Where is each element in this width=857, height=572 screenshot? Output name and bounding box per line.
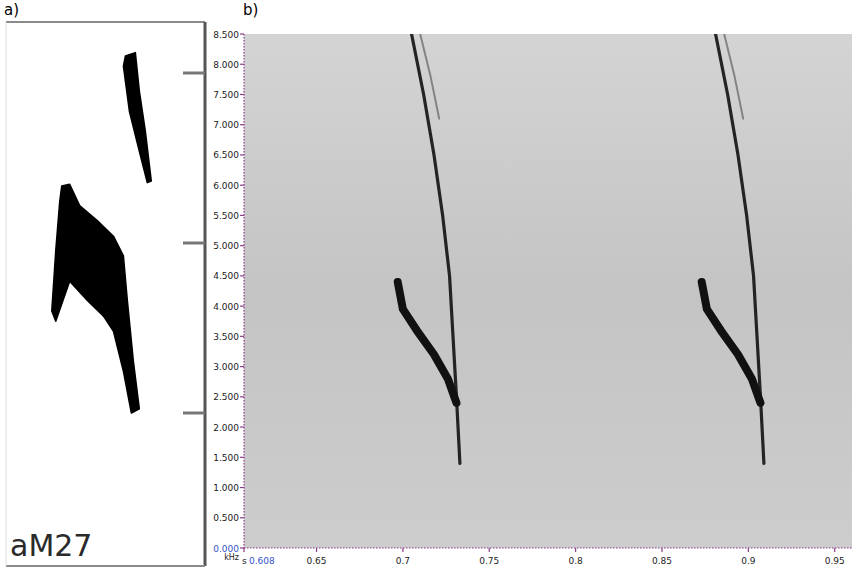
tick-label: 3.000 bbox=[213, 362, 239, 372]
panel-background bbox=[6, 22, 205, 566]
tick-label: 8.500 bbox=[213, 30, 239, 40]
tick-mark bbox=[240, 64, 244, 65]
y-axis bbox=[243, 34, 244, 548]
tick-mark bbox=[183, 242, 205, 245]
frame-left bbox=[6, 22, 7, 566]
tick-label: 0.000 bbox=[213, 544, 239, 554]
figure: a) aM27 b) 0.000 0.500 1.000 1.500 2.000 2.500 3.… bbox=[0, 0, 857, 572]
tick-mark bbox=[243, 548, 244, 552]
tick-label: 0.608 bbox=[249, 556, 275, 566]
tick-mark bbox=[183, 412, 205, 415]
trace bbox=[724, 34, 743, 119]
tick-label: 8.000 bbox=[213, 60, 239, 70]
tick-label: 7.000 bbox=[213, 120, 239, 130]
tick-label: 1.500 bbox=[213, 453, 239, 463]
tick-label: 5.000 bbox=[213, 241, 239, 251]
tick-mark bbox=[489, 548, 490, 552]
tick-mark bbox=[183, 72, 205, 75]
tick-mark bbox=[240, 306, 244, 307]
tick-mark bbox=[240, 185, 244, 186]
sketch-shape bbox=[52, 184, 140, 413]
tick-mark bbox=[240, 215, 244, 216]
axis-title: s bbox=[242, 556, 247, 566]
tick-label: 0.95 bbox=[825, 556, 845, 566]
tick-mark bbox=[240, 154, 244, 155]
tick-mark bbox=[661, 548, 662, 552]
tick-mark bbox=[240, 517, 244, 518]
tick-label: 6.000 bbox=[213, 181, 239, 191]
tick-mark bbox=[402, 548, 403, 552]
tick-label: 0.65 bbox=[307, 556, 327, 566]
frame-right bbox=[204, 22, 207, 566]
tick-mark bbox=[240, 124, 244, 125]
tick-mark bbox=[240, 336, 244, 337]
tick-mark bbox=[240, 396, 244, 397]
tick-mark bbox=[240, 33, 244, 34]
tick-label: 1.000 bbox=[213, 483, 239, 493]
tick-label: 0.7 bbox=[396, 556, 410, 566]
tick-mark bbox=[575, 548, 576, 552]
tick-label: 0.500 bbox=[213, 513, 239, 523]
trace bbox=[702, 282, 761, 403]
tick-mark bbox=[834, 548, 835, 552]
plot-background bbox=[244, 34, 852, 548]
panel-b: b) 0.000 0.500 1.000 1.500 2.000 2.500 3.000 3.5… bbox=[213, 1, 852, 566]
tick-mark bbox=[240, 94, 244, 95]
tick-label: 6.500 bbox=[213, 150, 239, 160]
sketch-label: aM27 bbox=[10, 528, 92, 563]
tick-label: 0.9 bbox=[741, 556, 756, 566]
trace bbox=[420, 34, 439, 119]
tick-label: 2.000 bbox=[213, 423, 239, 433]
tick-label: 2.500 bbox=[213, 392, 239, 402]
axis-title: kHz bbox=[224, 553, 239, 562]
tick-label: 0.8 bbox=[568, 556, 583, 566]
sketch-shape bbox=[123, 53, 151, 183]
tick-mark bbox=[240, 457, 244, 458]
panel-a: a) aM27 bbox=[4, 1, 205, 566]
tick-mark bbox=[240, 275, 244, 276]
tick-label: 4.000 bbox=[213, 302, 239, 312]
frame-bottom bbox=[6, 565, 205, 567]
tick-label: 5.500 bbox=[213, 211, 239, 221]
tick-mark bbox=[240, 245, 244, 246]
x-axis bbox=[244, 547, 852, 548]
tick-label: 0.75 bbox=[479, 556, 499, 566]
tick-label: 7.500 bbox=[213, 90, 239, 100]
marks bbox=[52, 53, 152, 413]
tick-label: 0.85 bbox=[652, 556, 672, 566]
tick-mark bbox=[240, 366, 244, 367]
panel-letter: b) bbox=[243, 1, 258, 19]
tick-mark bbox=[748, 548, 749, 552]
tick-label: 3.500 bbox=[213, 332, 239, 342]
frame-top bbox=[6, 21, 205, 23]
panel-letter: a) bbox=[4, 1, 19, 19]
tick-mark bbox=[316, 548, 317, 552]
tick-label: 4.500 bbox=[213, 271, 239, 281]
tick-mark bbox=[240, 426, 244, 427]
trace bbox=[398, 282, 457, 403]
marks bbox=[398, 34, 764, 463]
tick-mark bbox=[240, 487, 244, 488]
